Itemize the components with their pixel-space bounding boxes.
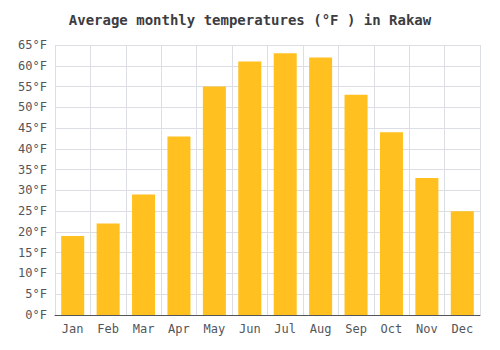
svg-text:0°F: 0°F [25, 308, 47, 322]
svg-text:40°F: 40°F [18, 142, 47, 156]
svg-text:25°F: 25°F [18, 204, 47, 218]
svg-text:35°F: 35°F [18, 163, 47, 177]
svg-text:Jun: Jun [239, 322, 261, 336]
svg-text:10°F: 10°F [18, 266, 47, 280]
svg-text:5°F: 5°F [25, 287, 47, 301]
svg-text:Jan: Jan [62, 322, 84, 336]
svg-text:Sep: Sep [345, 322, 367, 336]
svg-text:Apr: Apr [168, 322, 190, 336]
svg-text:Nov: Nov [416, 322, 438, 336]
svg-text:Oct: Oct [381, 322, 403, 336]
svg-text:15°F: 15°F [18, 246, 47, 260]
svg-text:Average monthly temperatures (: Average monthly temperatures (°F ) in Ra… [69, 12, 432, 28]
svg-text:Feb: Feb [97, 322, 119, 336]
svg-text:65°F: 65°F [18, 38, 47, 52]
svg-text:20°F: 20°F [18, 225, 47, 239]
svg-text:45°F: 45°F [18, 121, 47, 135]
svg-text:55°F: 55°F [18, 80, 47, 94]
svg-text:Jul: Jul [274, 322, 296, 336]
svg-text:Aug: Aug [310, 322, 332, 336]
svg-text:Mar: Mar [133, 322, 155, 336]
svg-text:May: May [204, 322, 226, 336]
svg-text:50°F: 50°F [18, 100, 47, 114]
svg-text:60°F: 60°F [18, 59, 47, 73]
svg-text:30°F: 30°F [18, 183, 47, 197]
svg-text:Dec: Dec [451, 322, 473, 336]
